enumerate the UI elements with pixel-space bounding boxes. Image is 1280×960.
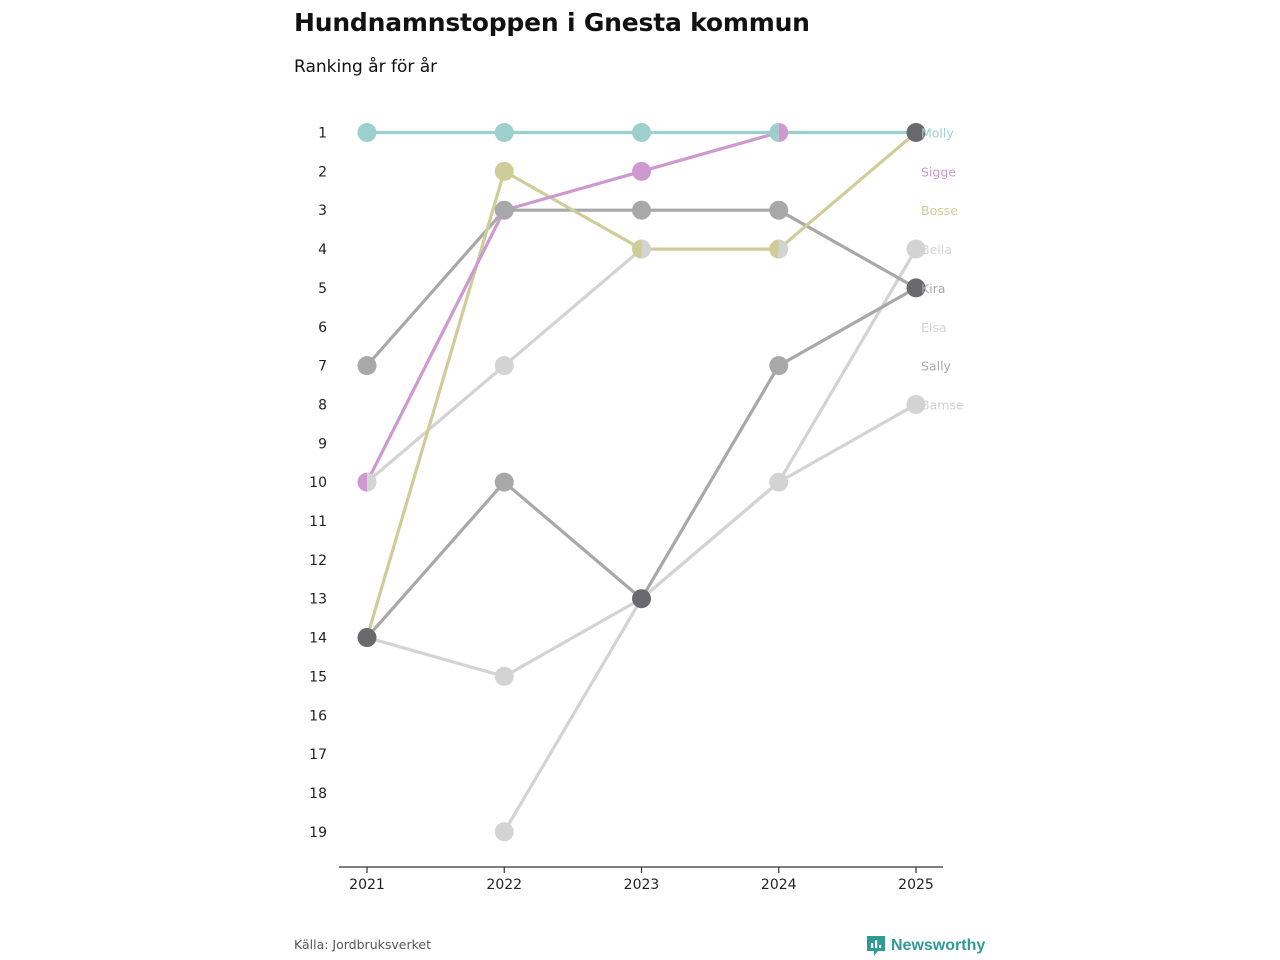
point-2022-rank-1 [494, 123, 514, 142]
end-label-kira: Kira [921, 281, 945, 296]
point-2024-rank-7 [769, 356, 789, 376]
point-2021-rank-7 [357, 356, 377, 376]
end-label-bosse: Bosse [921, 203, 958, 218]
point-2024-rank-1-left-half [769, 123, 779, 142]
end-label-sigge: Sigge [921, 164, 956, 179]
y-tick-label-17: 17 [309, 747, 327, 763]
series-line-elsa [365, 247, 781, 484]
y-tick-label-13: 13 [309, 592, 327, 608]
end-label-elsa: Elsa [921, 320, 947, 335]
point-2023-rank-1 [632, 123, 651, 142]
point-2021-rank-10 [357, 472, 377, 492]
series-line-sally [365, 286, 918, 640]
series-line-kira [365, 208, 918, 368]
x-tick-label-2023: 2023 [624, 877, 660, 893]
point-2025-rank-1 [906, 123, 926, 142]
point-2024-rank-1 [769, 123, 789, 142]
y-tick-label-1: 1 [318, 126, 327, 142]
point-2025-rank-4 [906, 239, 926, 259]
y-tick-label-2: 2 [318, 164, 327, 180]
point-2024-rank-4 [769, 239, 789, 259]
x-axis: 2021 2022 2023 2024 2025 [339, 866, 943, 893]
y-tick-label-6: 6 [318, 320, 327, 336]
x-tick-label-2021: 2021 [349, 877, 385, 893]
series-line-bamse [365, 402, 918, 679]
source-note: Källa: Jordbruksverket [294, 937, 431, 952]
point-2022-rank-10 [494, 472, 514, 492]
newsworthy-logo-icon [867, 936, 885, 956]
chart-subtitle: Ranking år för år [294, 57, 438, 77]
point-2025-rank-8 [906, 394, 926, 414]
y-tick-label-16: 16 [309, 708, 327, 724]
point-2024-rank-4-right-half [778, 239, 789, 259]
point-2022-rank-15 [494, 666, 514, 686]
y-tick-label-15: 15 [309, 669, 327, 685]
point-2023-rank-4-left-half [632, 239, 642, 259]
point-2022-rank-3 [494, 200, 514, 220]
point-2024-rank-4-left-half [769, 239, 779, 259]
point-2023-rank-2 [632, 161, 651, 181]
x-tick-label-2024: 2024 [761, 877, 797, 893]
y-tick-label-10: 10 [309, 475, 327, 491]
series-line-sigge [365, 130, 781, 484]
chart-title: Hundnamnstoppen i Gnesta kommun [294, 8, 810, 37]
end-label-sally: Sally [921, 359, 952, 374]
y-tick-label-8: 8 [318, 397, 327, 413]
y-tick-label-4: 4 [318, 242, 327, 258]
end-labels: Molly Sigge Bosse Bella Kira Elsa Sally Bamse [921, 126, 964, 413]
end-label-bamse: Bamse [921, 397, 964, 412]
y-tick-label-5: 5 [318, 281, 327, 297]
x-tick-label-2022: 2022 [486, 877, 522, 893]
brand-name: Newsworthy [891, 937, 986, 954]
y-tick-label-12: 12 [309, 553, 327, 569]
point-2021-rank-14 [357, 628, 377, 648]
point-2024-rank-1-right-half [778, 123, 789, 142]
series-line-bella [502, 247, 918, 834]
y-tick-label-14: 14 [309, 631, 327, 647]
point-2023-rank-4-right-half [641, 239, 651, 259]
point-markers [357, 123, 926, 842]
point-2022-rank-19 [494, 822, 514, 842]
point-2025-rank-5 [906, 278, 926, 298]
point-2022-rank-2 [494, 161, 514, 181]
y-tick-label-18: 18 [309, 786, 327, 802]
point-2023-rank-4 [632, 239, 651, 259]
point-2024-rank-3 [769, 200, 789, 220]
y-tick-label-7: 7 [318, 359, 327, 375]
point-2024-rank-10 [769, 472, 789, 492]
point-2023-rank-13 [632, 589, 651, 609]
end-label-bella: Bella [921, 242, 952, 257]
series-lines [365, 130, 918, 834]
end-label-molly: Molly [921, 126, 954, 141]
point-2021-rank-1 [357, 123, 377, 142]
x-tick-label-2025: 2025 [898, 877, 934, 893]
y-tick-label-9: 9 [318, 436, 327, 452]
point-2022-rank-7 [494, 356, 514, 376]
point-2021-rank-10-right-half [367, 472, 377, 492]
point-2023-rank-3 [632, 200, 651, 220]
y-tick-label-11: 11 [309, 514, 327, 530]
point-2021-rank-10-left-half [357, 472, 367, 492]
y-tick-label-19: 19 [309, 825, 327, 841]
y-tick-label-3: 3 [318, 203, 327, 219]
brand-logo: Newsworthy [866, 935, 985, 957]
